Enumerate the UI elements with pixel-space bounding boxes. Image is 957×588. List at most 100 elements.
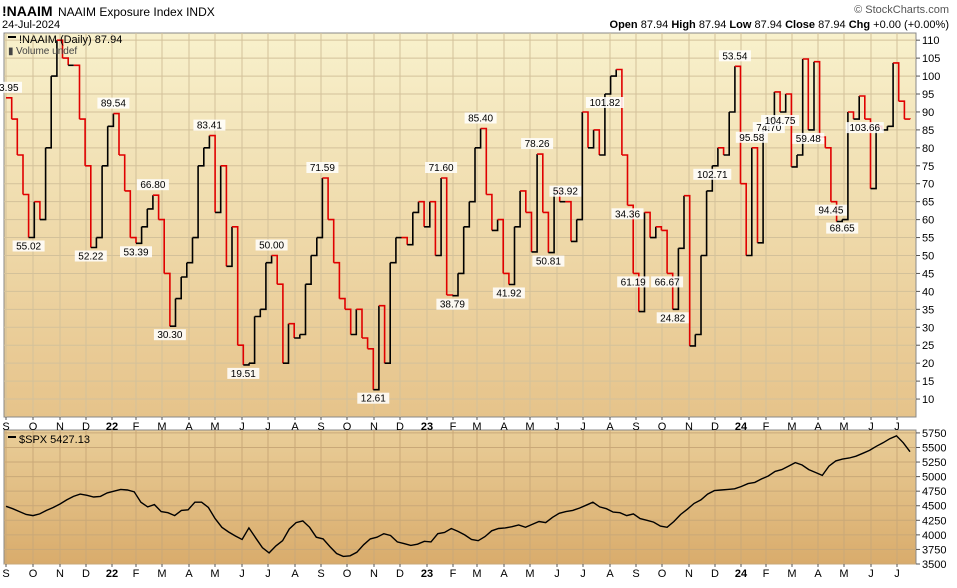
- data-label: 71.59: [310, 163, 335, 174]
- high-label: High: [671, 19, 695, 31]
- x-tick-label: S: [2, 421, 9, 433]
- upper-panel-background: [4, 33, 916, 417]
- data-label: 52.22: [78, 252, 103, 263]
- x-tick-label: F: [763, 568, 770, 580]
- data-label: 66.80: [140, 180, 165, 191]
- y-tick-label: 5250: [922, 457, 946, 469]
- data-label: 102.71: [697, 170, 728, 181]
- x-tick-label: A: [500, 568, 508, 580]
- y-tick-label: 5500: [922, 442, 946, 454]
- x-tick-label: F: [450, 421, 457, 433]
- x-tick-label: J: [894, 568, 900, 580]
- x-tick-label: D: [82, 421, 90, 433]
- x-tick-label: M: [472, 421, 481, 433]
- data-label: 55.02: [16, 242, 41, 253]
- data-label: 78.26: [525, 139, 550, 150]
- x-tick-label: D: [711, 568, 719, 580]
- data-label: 89.54: [101, 99, 126, 110]
- x-tick-label: A: [606, 421, 614, 433]
- chg-label: Chg: [849, 19, 870, 31]
- chg-value: +0.00 (+0.00%): [873, 19, 949, 31]
- y-tick-label: 105: [922, 53, 940, 65]
- x-tick-label: J: [554, 568, 560, 580]
- volume-icon: ▮: [8, 46, 14, 57]
- lower-legend: $SPX 5427.13: [8, 434, 90, 446]
- x-tick-label: A: [185, 568, 193, 580]
- x-tick-label: A: [814, 421, 822, 433]
- x-tick-label: F: [450, 568, 457, 580]
- data-label: 53.39: [123, 247, 148, 258]
- y-tick-label: 90: [922, 107, 934, 119]
- x-tick-label: S: [632, 568, 639, 580]
- y-tick-label: 5000: [922, 472, 946, 484]
- x-tick-label: 22: [106, 421, 118, 433]
- y-tick-label: 60: [922, 215, 934, 227]
- data-label: 95.58: [739, 133, 764, 144]
- y-tick-label: 65: [922, 197, 934, 209]
- x-tick-label: 24: [735, 568, 748, 580]
- y-tick-label: 3500: [922, 559, 946, 571]
- x-tick-label: O: [658, 421, 667, 433]
- data-label: 30.30: [157, 330, 182, 341]
- stockcharts-logo[interactable]: © StockCharts.com: [854, 4, 949, 16]
- data-label: 12.61: [361, 394, 386, 405]
- data-label: 19.51: [231, 369, 256, 380]
- legend-swatch-naaim: [8, 36, 16, 38]
- y-tick-label: 85: [922, 125, 934, 137]
- y-tick-label: 3750: [922, 544, 946, 556]
- low-label: Low: [729, 19, 751, 31]
- x-tick-label: 23: [421, 421, 433, 433]
- x-tick-label: 23: [421, 568, 433, 580]
- x-tick-label: N: [370, 421, 378, 433]
- x-tick-label: M: [210, 568, 219, 580]
- y-tick-label: 5750: [922, 428, 946, 440]
- x-tick-label: S: [317, 568, 324, 580]
- x-tick-label: J: [554, 421, 560, 433]
- symbol: !NAAIM: [2, 3, 53, 19]
- y-tick-label: 95: [922, 89, 934, 101]
- open-value: 87.94: [641, 19, 669, 31]
- date: 24-Jul-2024: [2, 19, 60, 31]
- x-tick-label: M: [157, 568, 166, 580]
- x-tick-label: J: [265, 568, 271, 580]
- low-value: 87.94: [754, 19, 782, 31]
- x-tick-label: J: [239, 421, 245, 433]
- high-value: 87.94: [699, 19, 727, 31]
- x-tick-label: D: [396, 421, 404, 433]
- x-tick-label: O: [343, 568, 352, 580]
- x-tick-label: D: [396, 568, 404, 580]
- legend-spx: $SPX 5427.13: [19, 434, 90, 446]
- exchange: INDX: [186, 5, 215, 19]
- data-label: 101.82: [590, 98, 621, 109]
- data-label: 103.66: [850, 123, 881, 134]
- x-tick-label: M: [839, 421, 848, 433]
- x-tick-label: N: [56, 568, 64, 580]
- open-label: Open: [610, 19, 638, 31]
- data-label: 83.41: [197, 121, 222, 132]
- x-tick-label: A: [500, 421, 508, 433]
- x-tick-label: D: [711, 421, 719, 433]
- y-tick-label: 45: [922, 268, 934, 280]
- legend-volume: Volume undef: [16, 46, 77, 57]
- close-label: Close: [785, 19, 815, 31]
- y-tick-label: 75: [922, 161, 934, 173]
- y-tick-label: 4750: [922, 486, 946, 498]
- data-label: 71.60: [429, 163, 454, 174]
- y-tick-label: 70: [922, 179, 934, 191]
- chart-title: NAAIM Exposure Index INDX: [58, 5, 215, 19]
- data-label: 53.54: [722, 51, 747, 62]
- y-tick-label: 50: [922, 251, 934, 263]
- data-label: 94.45: [818, 206, 843, 217]
- y-tick-label: 4000: [922, 530, 946, 542]
- x-tick-label: D: [82, 568, 90, 580]
- x-tick-label: J: [265, 421, 271, 433]
- x-tick-label: N: [685, 568, 693, 580]
- x-tick-label: O: [658, 568, 667, 580]
- y-tick-label: 55: [922, 233, 934, 245]
- lower-panel-background: [4, 430, 916, 564]
- y-tick-label: 80: [922, 143, 934, 155]
- data-label: 85.40: [468, 114, 493, 125]
- x-tick-label: N: [685, 421, 693, 433]
